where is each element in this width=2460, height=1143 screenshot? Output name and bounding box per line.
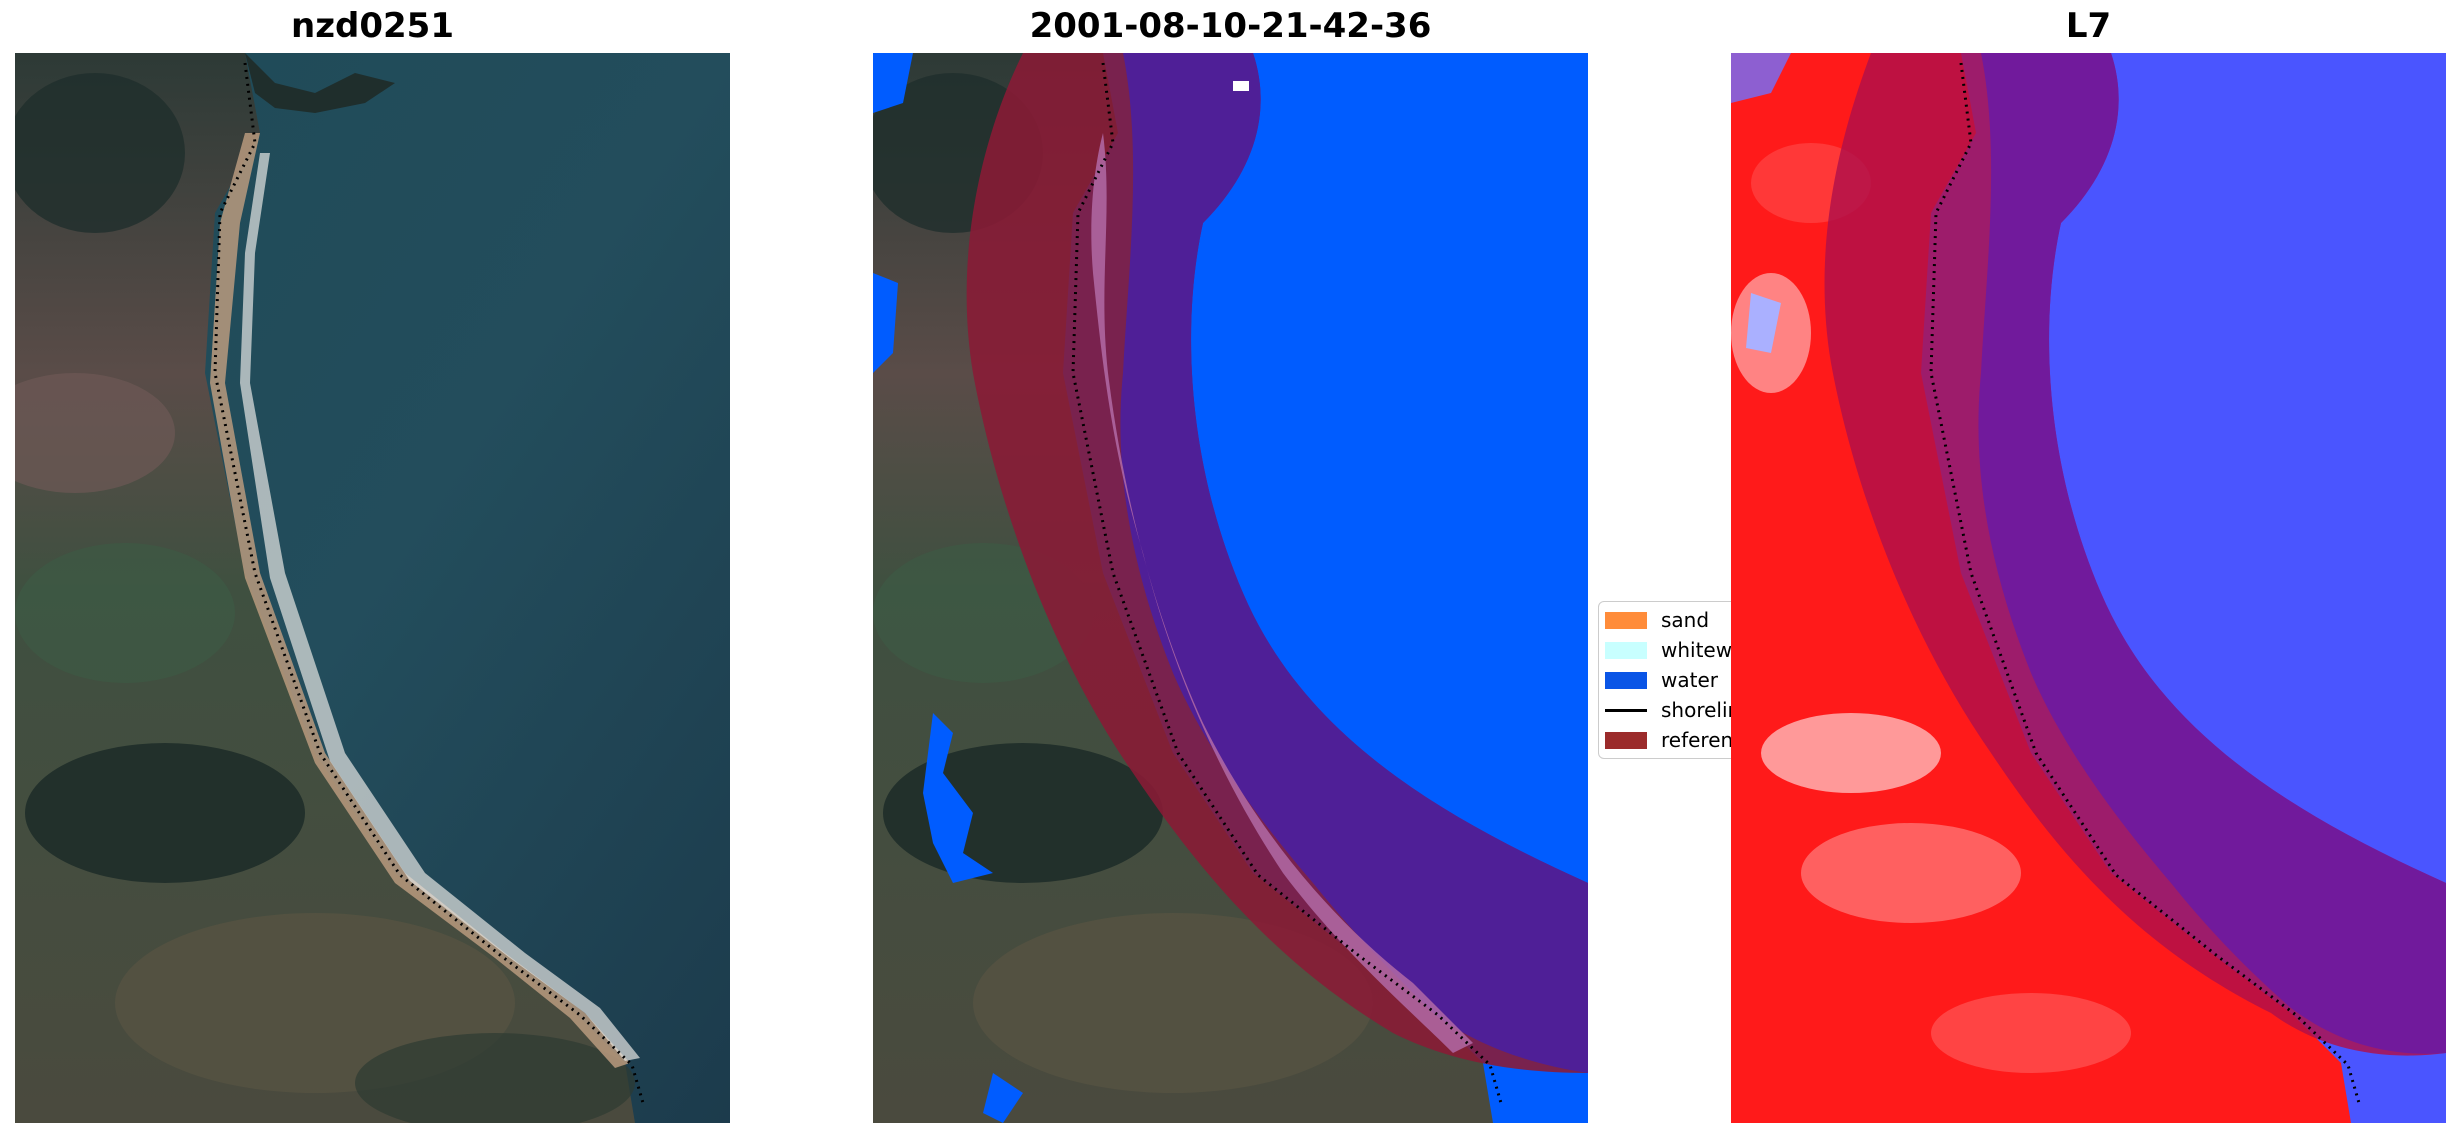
reference-swatch bbox=[1605, 731, 1647, 749]
shoreline-trace bbox=[213, 62, 645, 1104]
shoreline-trace bbox=[1929, 62, 2361, 1104]
rgb-image-panel bbox=[15, 53, 730, 1123]
whitewater-band bbox=[1091, 133, 1473, 1053]
shoreline-line bbox=[1605, 708, 1647, 712]
legend-item-whitewater: whitewater bbox=[1605, 636, 1747, 664]
index-panel bbox=[1731, 53, 2446, 1123]
water-overlap bbox=[1120, 53, 1588, 1073]
legend-item-sand: sand bbox=[1605, 606, 1709, 634]
classification-image bbox=[873, 53, 1588, 1123]
panel-title-classification: 2001-08-10-21-42-36 bbox=[1029, 6, 1432, 46]
legend-item-water: water bbox=[1605, 666, 1718, 694]
legend-label: water bbox=[1661, 668, 1718, 692]
whitewater-swatch bbox=[1605, 641, 1647, 659]
rgb-satellite-image bbox=[15, 53, 730, 1123]
panel-title-rgb: nzd0251 bbox=[291, 6, 454, 46]
legend: sand whitewater water shoreline referenc… bbox=[1598, 601, 1748, 759]
water-overlap bbox=[1978, 53, 2446, 1054]
legend-item-shoreline: shoreline bbox=[1605, 696, 1747, 724]
legend-item-reference: reference bbox=[1605, 726, 1747, 754]
index-image bbox=[1731, 53, 2446, 1123]
legend-label: sand bbox=[1661, 608, 1710, 632]
classification-panel bbox=[873, 53, 1588, 1123]
panel-title-index: L7 bbox=[2065, 6, 2112, 46]
shoreline-trace bbox=[1071, 62, 1503, 1104]
water-swatch bbox=[1605, 671, 1647, 689]
sand-swatch bbox=[1605, 611, 1647, 629]
